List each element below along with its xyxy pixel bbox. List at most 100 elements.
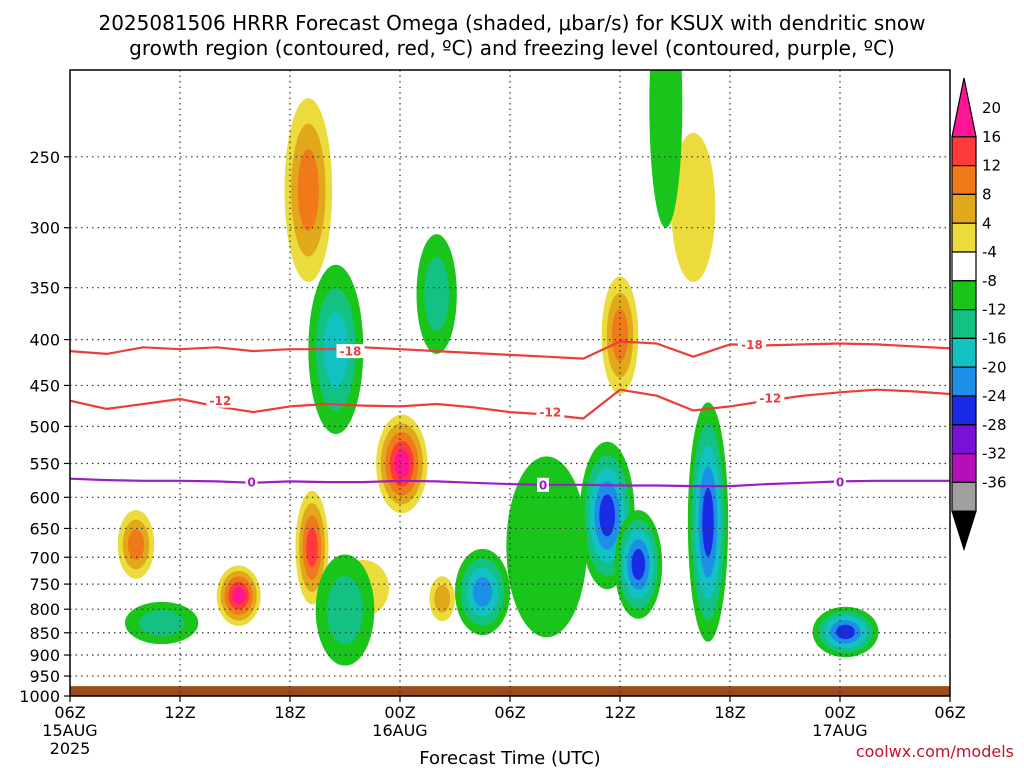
y-tick-label-450: 450 bbox=[29, 376, 60, 395]
y-tick-label-400: 400 bbox=[29, 331, 60, 350]
contour-line-2 bbox=[70, 477, 950, 488]
grid-lines bbox=[70, 70, 950, 696]
y-tick-label-800: 800 bbox=[29, 600, 60, 619]
colorbar-swatch-3 bbox=[951, 193, 977, 224]
y-tick-label-700: 700 bbox=[29, 548, 60, 567]
omega-shading bbox=[117, 70, 879, 666]
colorbar-swatch-9 bbox=[951, 366, 977, 397]
temperature-contours: -18 -18 -12 -12 -12 0 0 0 bbox=[70, 337, 950, 492]
contour-label-0: -18 bbox=[340, 345, 362, 359]
omega-cell-2-level-4 bbox=[232, 587, 245, 605]
colorbar-label-2: 12 bbox=[982, 157, 1001, 175]
colorbar-swatch-2 bbox=[951, 165, 977, 196]
omega-cell-18-level-1 bbox=[139, 609, 185, 636]
contour-label-bg-7 bbox=[834, 475, 846, 490]
colorbar-label-8: -16 bbox=[982, 329, 1007, 347]
y-tick-label-500: 500 bbox=[29, 417, 60, 436]
x-tick-date-0: 15AUG bbox=[42, 721, 97, 740]
colorbar: 20 16 12 8 4 -4 -8 -12 -16 -20 -24 -28 -32 -36 bbox=[951, 77, 1007, 552]
y-tick-label-250: 250 bbox=[29, 148, 60, 167]
x-tick-label-5: 12Z bbox=[604, 703, 635, 722]
x-tick-year-0: 2025 bbox=[50, 739, 91, 758]
omega-cell-15-level-4 bbox=[702, 487, 714, 557]
x-axis-title: Forecast Time (UTC) bbox=[419, 748, 600, 768]
colorbar-label-1: 16 bbox=[982, 128, 1001, 146]
contour-label-6: 0 bbox=[539, 478, 547, 492]
colorbar-swatch-8 bbox=[951, 337, 977, 368]
omega-cell-8-level-0 bbox=[671, 132, 716, 283]
colorbar-label-11: -28 bbox=[982, 416, 1007, 434]
x-tick-label-7: 00Z bbox=[824, 703, 855, 722]
colorbar-label-12: -32 bbox=[982, 445, 1007, 463]
colorbar-label-3: 8 bbox=[982, 185, 992, 203]
x-tick-label-1: 12Z bbox=[164, 703, 195, 722]
colorbar-swatch-10 bbox=[951, 395, 977, 426]
colorbar-label-6: -8 bbox=[982, 272, 997, 290]
colorbar-label-13: -36 bbox=[982, 473, 1007, 491]
colorbar-swatch-5 bbox=[951, 251, 977, 282]
contour-label-bg-3 bbox=[536, 405, 565, 420]
colorbar-label-7: -12 bbox=[982, 301, 1007, 319]
colorbar-label-4: 4 bbox=[982, 214, 992, 232]
omega-cell-20-level-0 bbox=[649, 70, 683, 228]
y-tick-label-900: 900 bbox=[29, 646, 60, 665]
contour-label-7: 0 bbox=[836, 476, 844, 490]
contour-label-1: -18 bbox=[741, 338, 763, 352]
colorbar-swatch-6 bbox=[951, 280, 977, 311]
contour-line-0 bbox=[70, 340, 950, 360]
y-tick-label-550: 550 bbox=[29, 454, 60, 473]
x-tick-date-7: 17AUG bbox=[812, 721, 867, 740]
x-tick-label-3: 00Z bbox=[384, 703, 415, 722]
omega-cell-13-level-4 bbox=[599, 494, 616, 537]
ground-below-surface bbox=[70, 686, 950, 696]
colorbar-swatch-12 bbox=[951, 453, 977, 484]
chart-title-line-2: growth region (contoured, red, ºC) and f… bbox=[129, 36, 895, 60]
contour-label-5: 0 bbox=[247, 476, 255, 490]
colorbar-top-arrow bbox=[951, 77, 977, 138]
contour-label-bg-2 bbox=[206, 393, 235, 408]
colorbar-swatch-1 bbox=[951, 136, 977, 167]
x-tick-label-0: 06Z bbox=[54, 703, 85, 722]
x-tick-date-3: 16AUG bbox=[372, 721, 427, 740]
omega-cell-4-level-2 bbox=[127, 529, 145, 560]
y-tick-label-1000: 1000 bbox=[19, 687, 60, 706]
y-tick-label-600: 600 bbox=[29, 488, 60, 507]
contour-label-4: -12 bbox=[759, 392, 781, 406]
omega-cell-10-level-1 bbox=[326, 575, 364, 645]
colorbar-swatch-4 bbox=[951, 222, 977, 253]
y-tick-label-350: 350 bbox=[29, 279, 60, 298]
contour-label-bg-1 bbox=[738, 337, 766, 352]
contour-label-bg-4 bbox=[756, 391, 785, 406]
plot-area: -18 -18 -12 -12 -12 0 0 0 bbox=[70, 70, 950, 696]
colorbar-swatch-13 bbox=[951, 481, 977, 512]
contour-label-bg-5 bbox=[245, 475, 258, 490]
credit-text: coolwx.com/models bbox=[856, 742, 1014, 761]
contour-label-3: -12 bbox=[539, 406, 561, 420]
contour-label-2: -12 bbox=[209, 394, 231, 408]
omega-cell-0-level-2 bbox=[297, 149, 319, 231]
x-tick-label-8: 06Z bbox=[934, 703, 965, 722]
colorbar-swatch-7 bbox=[951, 309, 977, 340]
y-tick-label-650: 650 bbox=[29, 519, 60, 538]
omega-cell-1-level-3 bbox=[306, 527, 318, 568]
colorbar-bottom-arrow bbox=[951, 510, 977, 552]
omega-cell-17-level-1 bbox=[424, 257, 450, 331]
omega-cell-16-level-4 bbox=[836, 624, 855, 640]
y-tick-label-750: 750 bbox=[29, 575, 60, 594]
colorbar-label-9: -20 bbox=[982, 358, 1007, 376]
colorbar-label-10: -24 bbox=[982, 387, 1007, 405]
chart-title-line-1: 2025081506 HRRR Forecast Omega (shaded, … bbox=[98, 11, 925, 35]
contour-label-bg-6 bbox=[537, 477, 549, 492]
y-axis: 250 300 350 400 450 500 550 600 650 700 750 800 850 9… bbox=[19, 148, 70, 706]
plot-background bbox=[70, 70, 950, 696]
omega-cell-12-level-3 bbox=[472, 576, 493, 607]
x-tick-label-2: 18Z bbox=[274, 703, 305, 722]
contour-label-bg-0 bbox=[336, 344, 365, 359]
x-tick-label-4: 06Z bbox=[494, 703, 525, 722]
y-tick-label-850: 850 bbox=[29, 624, 60, 643]
omega-cell-3-level-4 bbox=[394, 449, 410, 478]
colorbar-label-5: -4 bbox=[982, 243, 997, 261]
y-tick-label-300: 300 bbox=[29, 219, 60, 238]
